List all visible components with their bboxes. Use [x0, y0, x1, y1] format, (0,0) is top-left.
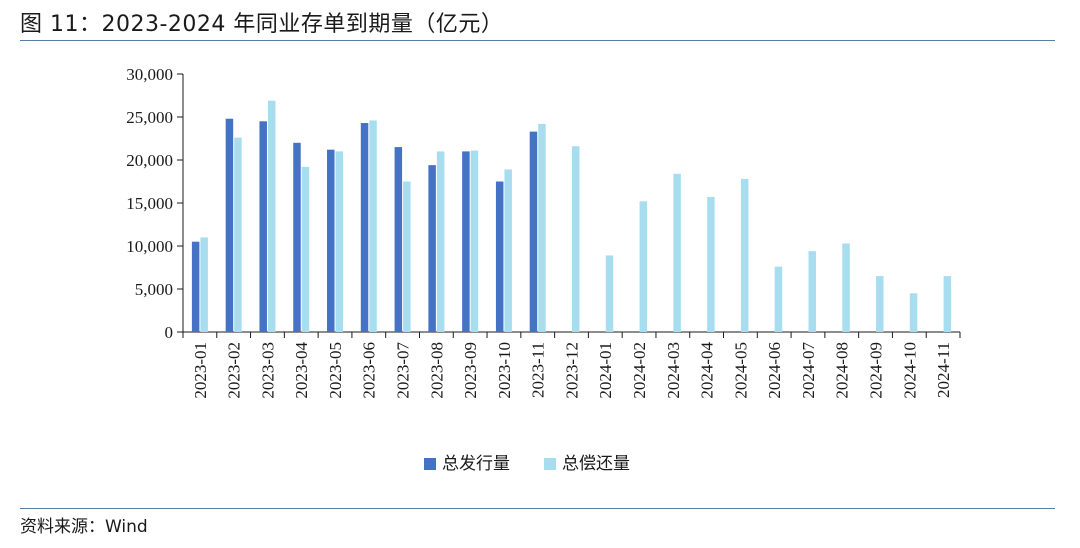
bar-repayment [909, 293, 918, 332]
bar-repayment [774, 266, 783, 332]
bar-issuance [259, 121, 267, 332]
bar-issuance [394, 147, 403, 332]
y-tick-label: 25,000 [126, 108, 173, 127]
y-tick-label: 15,000 [126, 194, 173, 213]
x-tick-label: 2023-05 [326, 342, 345, 399]
bar-issuance [495, 181, 504, 332]
x-tick-label: 2023-10 [495, 342, 514, 399]
bar-repayment [403, 181, 411, 332]
x-tick-label: 2023-06 [360, 342, 379, 399]
x-tick-label: 2024-06 [765, 342, 784, 399]
bar-repayment [504, 169, 512, 332]
bar-issuance [360, 123, 369, 333]
bar-repayment [842, 243, 850, 332]
bottom-divider [20, 508, 1055, 509]
bar-repayment [200, 237, 208, 332]
bar-repayment [572, 146, 580, 332]
x-tick-label: 2024-02 [630, 342, 649, 399]
x-tick-label: 2023-01 [191, 342, 210, 399]
bar-repayment [436, 151, 445, 332]
x-tick-label: 2024-01 [596, 342, 615, 399]
x-tick-label: 2024-03 [664, 342, 683, 399]
x-tick-label: 2024-10 [900, 342, 919, 399]
bar-issuance [529, 131, 538, 332]
bar-repayment [740, 178, 749, 332]
bar-issuance [327, 149, 335, 332]
x-tick-label: 2023-04 [292, 342, 311, 399]
y-tick-label: 10,000 [126, 237, 173, 256]
source-note: 资料来源：Wind [20, 517, 148, 537]
bar-repayment [943, 276, 952, 332]
x-tick-label: 2023-12 [562, 342, 581, 399]
y-tick-label: 0 [165, 323, 174, 342]
bar-repayment [876, 276, 884, 332]
bar-repayment [301, 166, 310, 332]
x-tick-label: 2023-09 [461, 342, 480, 399]
bar-repayment [267, 100, 276, 332]
x-tick-label: 2023-11 [529, 342, 548, 398]
x-tick-label: 2024-11 [934, 342, 953, 398]
x-tick-label: 2023-03 [258, 342, 277, 399]
legend-swatch [544, 458, 556, 470]
x-tick-label: 2024-08 [833, 342, 852, 399]
y-tick-label: 30,000 [126, 65, 173, 84]
top-divider [20, 40, 1055, 41]
bar-repayment [707, 196, 715, 332]
bar-repayment [234, 137, 242, 332]
bar-repayment [369, 120, 377, 332]
bar-repayment [538, 123, 546, 332]
legend-label: 总发行量 [442, 454, 510, 474]
bar-repayment [639, 201, 648, 332]
x-tick-label: 2024-07 [799, 342, 818, 399]
bar-issuance [225, 118, 234, 332]
bar-repayment [470, 150, 479, 332]
bar-issuance [293, 142, 301, 332]
bar-repayment [335, 151, 344, 332]
x-tick-label: 2024-05 [731, 342, 750, 399]
bar-issuance [462, 151, 470, 332]
x-tick-label: 2024-04 [698, 342, 717, 399]
bar-repayment [605, 255, 614, 332]
legend-swatch [424, 458, 436, 470]
bar-issuance [428, 165, 436, 332]
x-tick-label: 2023-02 [225, 342, 244, 399]
bar-repayment [673, 173, 681, 332]
chart-title: 图 11：2023-2024 年同业存单到期量（亿元） [20, 12, 504, 37]
bar-repayment [808, 251, 816, 332]
y-tick-label: 20,000 [126, 151, 173, 170]
x-tick-label: 2023-07 [394, 342, 413, 399]
y-tick-label: 5,000 [135, 280, 173, 299]
legend-label: 总偿还量 [562, 454, 630, 474]
x-tick-label: 2023-08 [427, 342, 446, 399]
x-tick-label: 2024-09 [866, 342, 885, 399]
bar-issuance [191, 241, 200, 332]
